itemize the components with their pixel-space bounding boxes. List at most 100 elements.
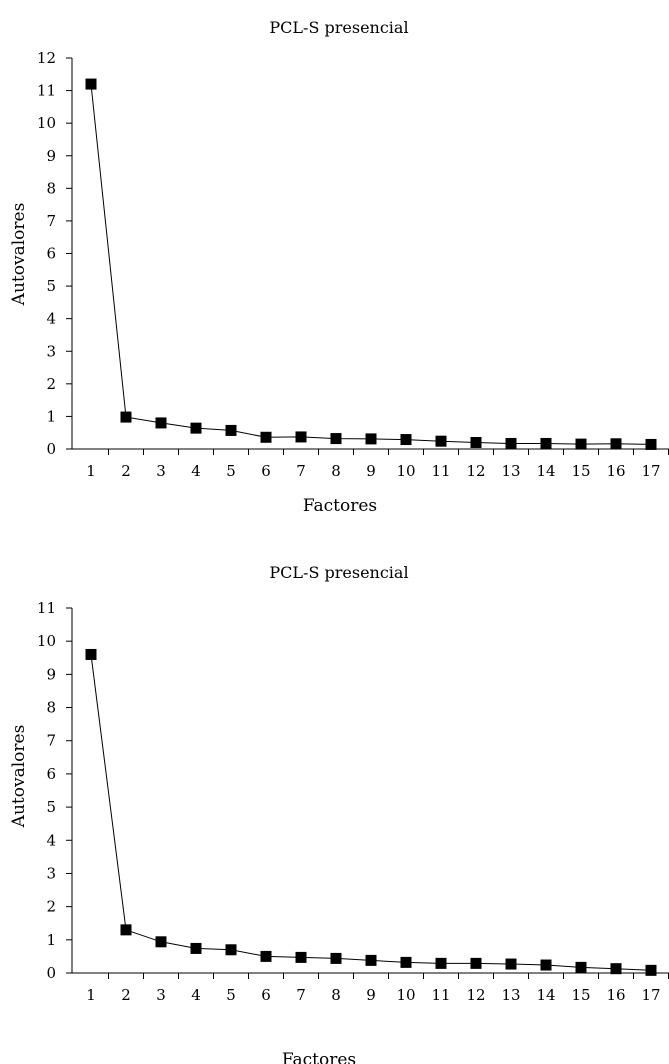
y-tick-label: 2	[46, 898, 56, 916]
data-point-marker	[400, 434, 412, 446]
data-point-marker	[155, 936, 167, 948]
data-point-marker	[505, 437, 517, 449]
y-tick-label: 10	[37, 114, 56, 132]
x-tick-label: 10	[396, 462, 415, 480]
x-tick-label: 7	[296, 462, 306, 480]
x-tick-label: 4	[191, 986, 201, 1004]
data-point-marker	[85, 78, 97, 90]
data-point-marker	[470, 436, 482, 448]
data-point-marker	[645, 964, 657, 976]
data-point-marker	[190, 422, 202, 434]
x-tick-label: 2	[121, 986, 131, 1004]
x-tick-label: 3	[156, 462, 166, 480]
y-tick-label: 3	[46, 342, 56, 360]
data-point-marker	[470, 957, 482, 969]
x-axis-label: Factores	[303, 496, 377, 516]
x-tick-label: 1	[86, 462, 96, 480]
x-tick-label: 1	[86, 986, 96, 1004]
scree-plot-2-svg: PCL-S presencial Autovalores Factores 0 1…	[9, 563, 669, 1064]
data-point-marker	[435, 435, 447, 447]
data-point-marker	[365, 954, 377, 966]
y-tick-label: 3	[46, 864, 56, 882]
y-tick-label: 4	[46, 831, 56, 849]
x-tick-label: 5	[226, 462, 236, 480]
data-point-marker	[295, 951, 307, 963]
y-axis-label: Autovalores	[9, 725, 29, 829]
y-tick-label: 5	[46, 798, 56, 816]
data-point-marker	[610, 438, 622, 450]
y-tick-label: 7	[46, 212, 56, 230]
data-point-marker	[295, 431, 307, 443]
data-point-marker	[505, 958, 517, 970]
x-tick-label: 6	[261, 462, 271, 480]
x-tick-label: 17	[641, 986, 660, 1004]
data-point-marker	[120, 411, 132, 423]
chart-title: PCL-S presencial	[269, 563, 408, 582]
x-tick-label: 17	[641, 462, 660, 480]
y-tick-label: 6	[46, 765, 56, 783]
x-tick-label: 9	[366, 462, 376, 480]
y-tick-label: 9	[46, 147, 56, 165]
x-tick-label: 8	[331, 986, 341, 1004]
x-tick-label: 15	[571, 462, 590, 480]
data-point-marker	[540, 959, 552, 971]
data-point-marker	[400, 956, 412, 968]
data-point-marker	[645, 438, 657, 450]
data-point-marker	[225, 944, 237, 956]
y-tick-label: 9	[46, 665, 56, 683]
data-point-marker	[610, 963, 622, 975]
data-point-marker	[575, 438, 587, 450]
data-point-marker	[330, 433, 342, 445]
data-point-marker	[120, 924, 132, 936]
x-tick-label: 10	[396, 986, 415, 1004]
x-tick-label: 9	[366, 986, 376, 1004]
y-tick-label: 5	[46, 277, 56, 295]
data-point-marker	[260, 431, 272, 443]
x-tick-label: 2	[121, 462, 131, 480]
data-point-marker	[225, 424, 237, 436]
series-line	[90, 84, 652, 445]
y-tick-label: 8	[46, 699, 56, 717]
scree-plot-2: PCL-S presencial Autovalores Factores 0 1…	[0, 520, 669, 1064]
x-axis-label: Factores	[282, 1050, 356, 1064]
data-point-marker	[435, 957, 447, 969]
x-tick-label: 16	[606, 986, 625, 1004]
data-point-marker	[85, 648, 97, 660]
x-tick-label: 12	[466, 986, 485, 1004]
y-tick-label: 11	[37, 599, 56, 617]
x-tick-label: 11	[431, 986, 450, 1004]
scree-plot-1: PCL-S presencial Autovalores Factores 0 1…	[0, 0, 669, 520]
y-tick-label: 2	[46, 375, 56, 393]
data-point-marker	[575, 961, 587, 973]
series-line	[90, 654, 652, 971]
y-tick-label: 0	[46, 440, 56, 458]
y-tick-label: 7	[46, 732, 56, 750]
x-tick-label: 3	[156, 986, 166, 1004]
data-point-marker	[365, 433, 377, 445]
data-point-marker	[155, 417, 167, 429]
x-tick-label: 13	[501, 462, 520, 480]
y-axis-label: Autovalores	[9, 203, 29, 307]
x-tick-label: 4	[191, 462, 201, 480]
x-tick-label: 13	[501, 986, 520, 1004]
x-tick-label: 16	[606, 462, 625, 480]
x-tick-label: 8	[331, 462, 341, 480]
chart-title: PCL-S presencial	[269, 18, 408, 37]
y-tick-label: 8	[46, 179, 56, 197]
x-tick-label: 7	[296, 986, 306, 1004]
y-tick-label: 0	[46, 964, 56, 982]
x-tick-label: 11	[431, 462, 450, 480]
x-tick-label: 14	[536, 986, 555, 1004]
y-tick-label: 10	[37, 632, 56, 650]
y-tick-label: 6	[46, 245, 56, 263]
x-tick-label: 6	[261, 986, 271, 1004]
y-tick-label: 11	[37, 82, 56, 100]
data-point-marker	[330, 952, 342, 964]
y-tick-label: 1	[46, 931, 56, 949]
y-tick-label: 12	[37, 49, 56, 67]
x-tick-label: 5	[226, 986, 236, 1004]
x-tick-label: 15	[571, 986, 590, 1004]
y-tick-label: 1	[46, 407, 56, 425]
data-point-marker	[260, 950, 272, 962]
scree-plot-1-svg: PCL-S presencial Autovalores Factores 0 1…	[9, 18, 669, 516]
